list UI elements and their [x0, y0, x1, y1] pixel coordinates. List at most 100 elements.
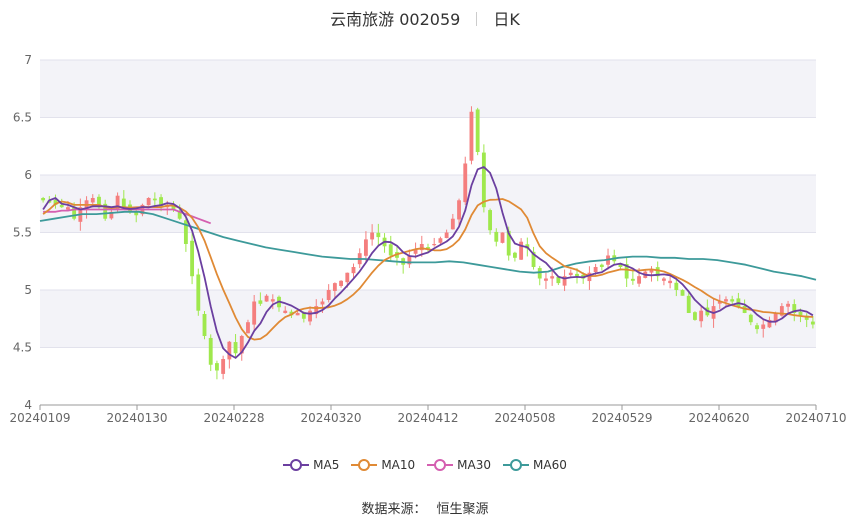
legend-marker-icon — [427, 459, 454, 471]
candle — [630, 270, 635, 285]
candle-body — [432, 244, 437, 246]
candle — [283, 306, 288, 314]
candle-body — [748, 314, 753, 323]
legend-label: MA60 — [533, 458, 567, 472]
candle-body — [556, 276, 561, 284]
candle — [624, 257, 629, 288]
candle — [792, 299, 797, 322]
y-tick-label: 6.5 — [13, 111, 32, 125]
candle-body — [593, 267, 598, 272]
x-tick-label: 20240320 — [300, 411, 361, 425]
candle — [109, 208, 114, 220]
candle — [457, 198, 461, 226]
candle-body — [804, 315, 809, 320]
legend-label: MA30 — [457, 458, 492, 472]
legend-item-ma60[interactable]: MA60 — [503, 458, 567, 472]
candle-body — [786, 303, 790, 307]
candle-body — [171, 205, 176, 210]
candle — [531, 246, 536, 270]
candle-body — [221, 359, 226, 374]
candle-body — [59, 204, 64, 208]
candle-body — [450, 218, 455, 230]
candle — [562, 269, 567, 292]
candle-body — [66, 207, 70, 210]
candle — [438, 236, 443, 245]
candle-body — [339, 280, 344, 286]
legend-item-ma10[interactable]: MA10 — [351, 458, 415, 472]
candle — [183, 213, 188, 252]
candle — [693, 311, 697, 321]
candle-body — [121, 198, 126, 208]
candle-body — [90, 198, 95, 203]
candle — [512, 251, 517, 262]
candle-body — [426, 247, 430, 249]
legend-item-ma30[interactable]: MA30 — [427, 458, 491, 472]
candle — [270, 294, 275, 310]
candle-body — [233, 342, 238, 354]
grid-band — [40, 60, 816, 118]
chart-legend: MA5 MA10 MA30 MA60 — [0, 458, 850, 472]
candle-body — [599, 264, 604, 267]
candle-body — [494, 231, 499, 242]
candle-body — [202, 313, 207, 336]
y-tick-label: 7 — [24, 53, 32, 67]
candle — [376, 223, 381, 246]
candle — [326, 284, 331, 303]
candle-body — [562, 276, 567, 286]
candle-body — [481, 152, 486, 208]
candle-body — [239, 336, 244, 354]
candle — [804, 313, 809, 328]
candle — [680, 289, 685, 296]
candle-body — [488, 210, 493, 231]
grid-band — [40, 175, 816, 233]
ma60-line — [39, 210, 817, 281]
candle-body — [792, 304, 797, 313]
candle-body — [661, 278, 666, 281]
candle — [587, 266, 592, 290]
y-tick-label: 4.5 — [13, 341, 32, 355]
candle — [724, 296, 728, 308]
x-tick-label: 20240109 — [9, 411, 70, 425]
candle-body — [655, 267, 660, 277]
candle — [239, 334, 244, 361]
y-axis: 4 4.5 5 5.5 6 6.5 7 — [13, 53, 32, 412]
candle-body — [674, 282, 679, 290]
x-tick-label: 20240228 — [203, 411, 264, 425]
candle-body — [630, 278, 635, 281]
candle-body — [419, 244, 424, 251]
period-tab-daily[interactable]: 日K — [493, 10, 520, 29]
legend-label: MA10 — [381, 458, 416, 472]
candle — [196, 268, 201, 316]
legend-marker-icon — [503, 459, 530, 471]
legend-item-ma5[interactable]: MA5 — [283, 458, 339, 472]
candle-body — [407, 255, 412, 265]
candle-body — [686, 295, 691, 313]
candle — [370, 224, 375, 246]
candle-body — [475, 109, 480, 152]
candle-body — [97, 196, 101, 208]
ma10-line — [42, 198, 813, 341]
candle-body — [308, 310, 312, 322]
candle-body — [115, 195, 120, 210]
x-tick-label: 20240620 — [688, 411, 749, 425]
candle — [121, 190, 126, 210]
candle — [401, 257, 406, 274]
candle-body — [755, 325, 759, 330]
candle-body — [159, 197, 163, 208]
candle — [537, 265, 542, 286]
candle — [655, 261, 660, 282]
candle-body — [208, 337, 213, 365]
candle — [748, 313, 753, 326]
candle-body — [345, 272, 350, 283]
candle-body — [177, 211, 182, 219]
candle-body — [314, 306, 319, 315]
candle-body — [270, 299, 275, 302]
candle-body — [810, 321, 815, 325]
candle — [599, 263, 604, 271]
candle-body — [717, 301, 722, 304]
candle-body — [680, 290, 685, 296]
stock-name: 云南旅游 002059 — [330, 10, 461, 29]
candle-body — [152, 198, 157, 201]
candle — [332, 282, 337, 300]
candle-body — [444, 232, 449, 239]
